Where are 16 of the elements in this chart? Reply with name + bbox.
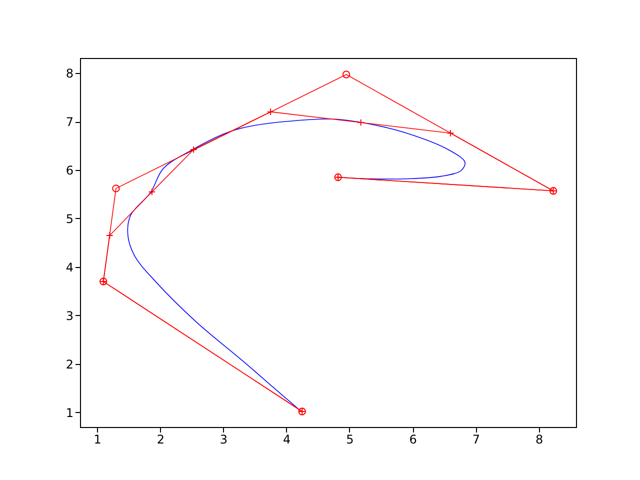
y-tick-label: 7 bbox=[66, 115, 74, 130]
x-tick-label: 1 bbox=[94, 432, 102, 446]
y-tick-label: 2 bbox=[66, 357, 74, 372]
y-tick-label: 6 bbox=[66, 164, 74, 178]
y-tick-label: 3 bbox=[66, 308, 74, 323]
x-tick-label: 8 bbox=[535, 432, 544, 446]
y-tick-label: 5 bbox=[66, 212, 74, 226]
x-tick-label: 5 bbox=[346, 432, 354, 446]
x-tick-label: 7 bbox=[472, 432, 480, 446]
x-tick-label: 4 bbox=[283, 432, 291, 446]
y-tick-label: 8 bbox=[66, 66, 74, 81]
x-tick-label: 2 bbox=[156, 432, 164, 446]
x-tick-label: 6 bbox=[409, 432, 417, 446]
y-tick-label: 1 bbox=[66, 406, 74, 420]
x-tick-label: 3 bbox=[220, 432, 228, 446]
y-tick-label: 4 bbox=[66, 260, 74, 274]
